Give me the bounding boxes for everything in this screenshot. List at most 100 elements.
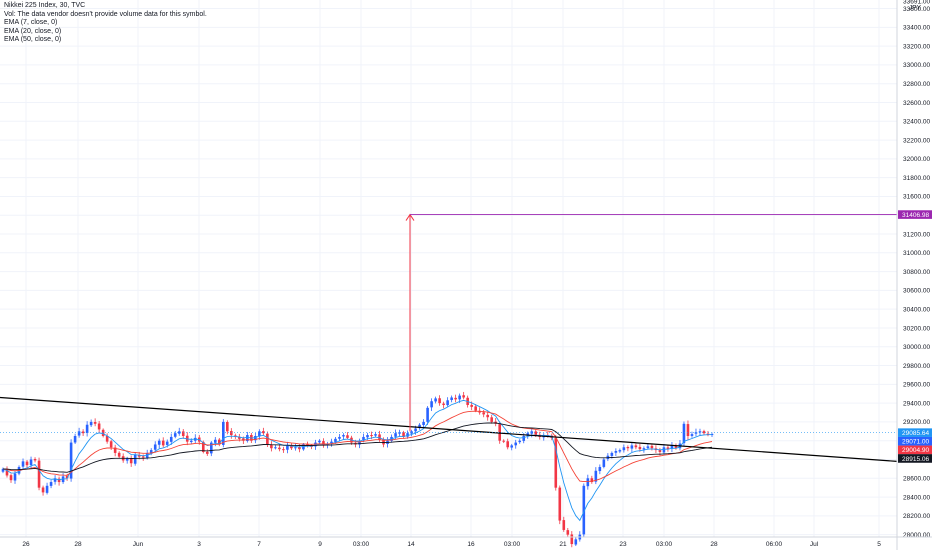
candle-body — [634, 445, 638, 448]
candle — [101, 428, 105, 438]
y-tick-label: 28600.00 — [903, 476, 930, 483]
candle — [9, 473, 13, 483]
candle-body — [406, 433, 409, 437]
y-tick-label: 29600.00 — [903, 382, 930, 389]
candle — [85, 421, 89, 437]
candle-body — [474, 406, 477, 411]
candle-body — [334, 438, 337, 442]
candle-body — [77, 431, 81, 436]
candle-body — [262, 431, 265, 434]
candle — [330, 438, 333, 447]
x-tick-label: 9 — [318, 541, 322, 548]
candle-body — [105, 436, 109, 442]
price-badge-bg — [898, 445, 932, 455]
candle-body — [33, 459, 37, 461]
candle — [258, 429, 261, 440]
candle — [117, 451, 121, 459]
x-tick-label: 26 — [22, 541, 30, 548]
candle-body — [49, 482, 53, 486]
candle-body — [1, 468, 5, 472]
y-tick-label: 33600.00 — [903, 6, 930, 13]
candle — [434, 396, 437, 404]
price-badge-label: 29004.90 — [902, 447, 929, 454]
price-badge-bg — [898, 454, 932, 463]
candle-body — [614, 451, 618, 453]
y-tick-label: 31200.00 — [903, 231, 930, 238]
candle — [226, 420, 229, 435]
candle-body — [646, 446, 650, 449]
x-tick-label: 03:00 — [656, 541, 673, 548]
y-tick-label: 30800.00 — [903, 269, 930, 276]
price-badge: 29085.64 — [898, 428, 932, 437]
x-tick-label: 03:00 — [353, 541, 370, 548]
candle-body — [570, 534, 574, 545]
candle — [5, 466, 9, 478]
candle — [706, 431, 710, 437]
candle — [566, 527, 570, 538]
candle-body — [274, 447, 277, 449]
y-tick-label: 28400.00 — [903, 494, 930, 501]
candle-body — [698, 431, 702, 433]
candle — [157, 438, 161, 449]
candle — [502, 439, 506, 444]
candle-body — [454, 397, 457, 400]
candle — [602, 458, 606, 469]
candle — [173, 430, 177, 439]
candle-body — [282, 449, 285, 451]
candle — [674, 443, 678, 450]
candle-body — [330, 441, 333, 444]
candle — [642, 446, 646, 453]
legend-symbol: Nikkei 225 Index, 30, TVC — [4, 2, 86, 9]
candle — [578, 531, 582, 542]
candle — [486, 411, 489, 421]
candle — [562, 516, 566, 532]
candle-body — [302, 444, 305, 450]
candle-body — [37, 460, 41, 488]
candle — [402, 430, 405, 439]
candle-body — [93, 422, 97, 424]
candle-body — [97, 423, 101, 430]
candle — [29, 456, 33, 469]
candle-body — [230, 431, 233, 436]
candle-body — [201, 441, 205, 452]
price-badge: 31406.98 — [898, 210, 932, 219]
candle — [21, 458, 25, 469]
candle — [494, 417, 497, 427]
price-badge-bg — [898, 436, 932, 446]
candle-body — [694, 432, 698, 434]
candle — [113, 444, 117, 457]
candle-body — [586, 478, 590, 487]
candle — [169, 433, 173, 446]
candle-body — [322, 441, 325, 446]
y-tick-label: 32200.00 — [903, 137, 930, 144]
candle-body — [13, 473, 17, 481]
y-tick-label: 31000.00 — [903, 250, 930, 257]
currency-label: JPY — [909, 5, 922, 12]
candle-body — [658, 449, 662, 452]
candle — [73, 433, 77, 444]
candle — [558, 485, 562, 525]
price-axis: 33600.00 33400.00 33200.00 33000.00 32800.00… — [896, 0, 932, 550]
y-tick-label: 29800.00 — [903, 363, 930, 370]
candle — [322, 438, 325, 448]
candle-body — [113, 447, 117, 453]
candle-body — [73, 436, 77, 443]
candle-body — [286, 445, 289, 450]
candle — [666, 445, 670, 452]
candle-body — [582, 485, 586, 535]
candle-body — [394, 433, 397, 437]
candle — [670, 442, 674, 453]
y-tick-label: 32400.00 — [903, 119, 930, 126]
candle-body — [686, 424, 690, 437]
candle — [49, 480, 53, 489]
candle-body — [498, 424, 502, 441]
ema7-line — [2, 399, 713, 522]
candle-body — [378, 434, 381, 440]
candle — [274, 445, 277, 450]
candle-body — [181, 431, 185, 437]
candle — [109, 439, 113, 451]
candle-body — [650, 445, 654, 449]
y-tick-label: 28200.00 — [903, 513, 930, 520]
